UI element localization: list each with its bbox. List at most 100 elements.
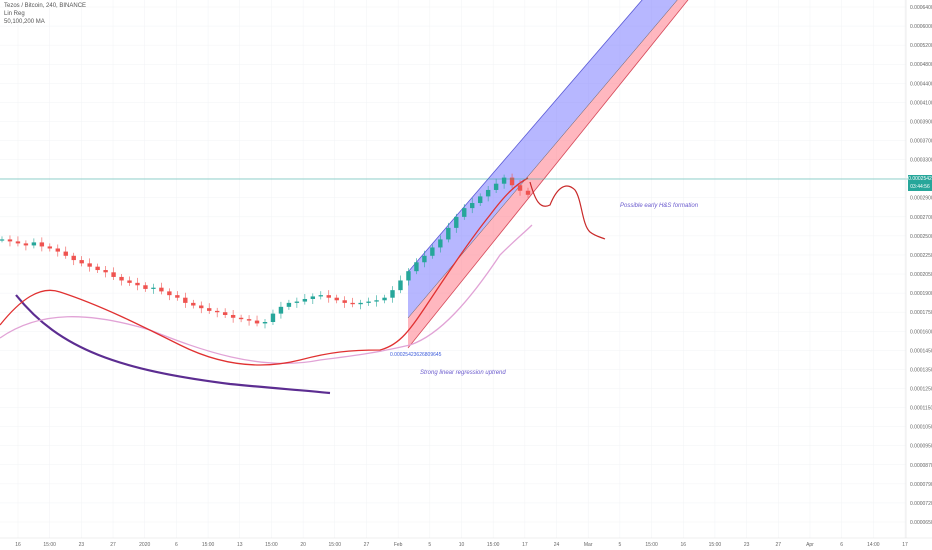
candle-body xyxy=(342,300,347,303)
regression-value-label: 0.00025423626809645 xyxy=(390,352,442,358)
price-tick-label: 0.0000720 xyxy=(910,501,932,507)
candle-body xyxy=(183,297,188,303)
candle-body xyxy=(103,270,108,273)
candle-body xyxy=(326,295,331,298)
candle-body xyxy=(55,248,60,252)
candle-body xyxy=(95,266,100,271)
candle-body xyxy=(79,260,84,264)
candle-body xyxy=(207,308,212,311)
candle-body xyxy=(525,190,531,195)
candle-body xyxy=(501,177,507,184)
price-tick-label: 0.0001250 xyxy=(910,386,932,392)
candle-body xyxy=(366,301,371,303)
candle-body xyxy=(334,297,339,301)
price-tick-label: 0.0003700 xyxy=(910,139,932,145)
candle-body xyxy=(7,239,13,242)
candle-body xyxy=(430,247,435,256)
candle-body xyxy=(454,216,459,228)
time-tick-label: 15:00 xyxy=(645,542,658,548)
candle-body xyxy=(238,317,244,320)
candle-body xyxy=(414,262,419,272)
price-tick-label: 0.0001150 xyxy=(910,406,932,412)
time-tick-label: 15:00 xyxy=(202,542,215,548)
candle-body xyxy=(382,297,387,301)
candle-body xyxy=(358,302,363,305)
time-tick-label: 14:00 xyxy=(867,542,880,548)
candle-body xyxy=(446,227,451,240)
time-axis-labels: 16 15:00 23 27 2020 6 15:00 13 15:00 20 15:00 27 Feb… xyxy=(15,542,908,548)
time-tick-label: 17 xyxy=(522,542,528,548)
uptrend-note: Strong linear regression uptrend xyxy=(420,370,506,376)
price-tick-label: 0.0000790 xyxy=(910,482,932,488)
candle-body xyxy=(278,306,284,314)
time-tick-label: 24 xyxy=(554,542,560,548)
time-tick-label: 6 xyxy=(175,542,178,548)
price-tick-label: 0.0003300 xyxy=(910,158,932,164)
candle-body xyxy=(462,208,467,217)
indicator-ma[interactable]: 50,100,200 MA xyxy=(4,19,45,25)
candle-body xyxy=(517,185,523,191)
time-tick-label: 20 xyxy=(300,542,306,548)
candle-body xyxy=(87,263,92,267)
candle-body xyxy=(485,189,491,197)
candle-body xyxy=(135,282,140,286)
price-tick-label: 0.0001350 xyxy=(910,367,932,373)
time-tick-label: 16 xyxy=(680,542,686,548)
time-tick-label: 16 xyxy=(15,542,21,548)
price-tick-label: 0.0004100 xyxy=(910,100,932,106)
ma100-line xyxy=(0,224,533,365)
time-tick-label: 15:00 xyxy=(265,542,278,548)
time-tick-label: 17 xyxy=(902,542,908,548)
time-tick-label: 23 xyxy=(79,542,85,548)
price-tick-label: 0.0001600 xyxy=(910,329,932,335)
candle-body xyxy=(191,302,196,306)
price-tick-label: 0.0002500 xyxy=(910,234,932,240)
time-tick-label: 5 xyxy=(619,542,622,548)
time-tick-label: Apr xyxy=(806,542,814,548)
time-tick-label: 27 xyxy=(110,542,116,548)
time-tick-label: 27 xyxy=(776,542,782,548)
time-tick-label: Mar xyxy=(584,542,593,548)
candle-body xyxy=(310,296,316,299)
candle-body xyxy=(127,280,132,283)
candle-body xyxy=(254,320,260,324)
regression-lower-line xyxy=(407,0,689,349)
candle-body xyxy=(0,239,5,241)
price-tick-label: 0.0002250 xyxy=(910,253,932,259)
candle-body xyxy=(509,177,515,186)
indicator-linreg[interactable]: Lin Reg xyxy=(4,11,25,17)
candle-body xyxy=(230,314,236,318)
price-tick-label: 0.0001050 xyxy=(910,425,932,431)
candle-body xyxy=(406,271,411,281)
time-tick-label: 10 xyxy=(459,542,465,548)
countdown-badge: 03:44:56 xyxy=(908,183,932,191)
candle-body xyxy=(39,242,45,247)
candle-body xyxy=(151,287,156,289)
price-tick-label: 0.0004400 xyxy=(910,81,932,87)
candle-body xyxy=(47,246,53,249)
candle-body xyxy=(246,319,252,321)
candle-body xyxy=(167,291,172,296)
price-tick-label: 0.0000650 xyxy=(910,520,932,526)
time-tick-label: 15:00 xyxy=(709,542,722,548)
candle-body xyxy=(493,183,499,190)
hs-projection-path xyxy=(529,181,606,240)
candle-body xyxy=(390,290,395,298)
time-tick-label: 5 xyxy=(428,542,431,548)
price-tick-label: 0.0001750 xyxy=(910,310,932,316)
price-tick-label: 0.0000950 xyxy=(910,444,932,450)
candle-body xyxy=(119,276,124,281)
candle-body xyxy=(143,285,148,289)
time-tick-label: 27 xyxy=(364,542,370,548)
candle-body xyxy=(222,312,228,315)
candle-body xyxy=(302,298,308,302)
symbol-title[interactable]: Tezos / Bitcoin, 240, BINANCE xyxy=(4,3,87,9)
candle-body xyxy=(175,295,180,298)
time-tick-label: 23 xyxy=(744,542,750,548)
candle-body xyxy=(270,313,276,322)
candle-body xyxy=(23,243,29,246)
candle-body xyxy=(159,287,164,292)
price-tick-label: 0.0002050 xyxy=(910,272,932,278)
candle-body xyxy=(477,196,483,204)
